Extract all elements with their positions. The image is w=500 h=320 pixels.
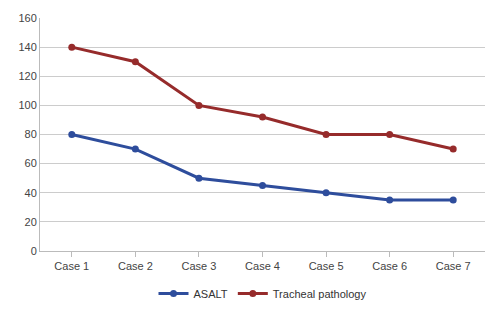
svg-text:Case 4: Case 4 [245, 260, 280, 272]
svg-text:60: 60 [25, 157, 37, 169]
svg-text:Case 2: Case 2 [118, 260, 153, 272]
svg-text:Case 7: Case 7 [436, 260, 471, 272]
svg-text:120: 120 [18, 70, 36, 82]
svg-text:ASALT: ASALT [194, 288, 228, 300]
svg-text:140: 140 [18, 41, 36, 53]
svg-text:160: 160 [18, 12, 36, 24]
svg-text:Case 1: Case 1 [54, 260, 89, 272]
svg-text:20: 20 [25, 216, 37, 228]
svg-text:100: 100 [18, 99, 36, 111]
svg-text:Case 5: Case 5 [309, 260, 344, 272]
svg-text:Tracheal pathology: Tracheal pathology [273, 288, 367, 300]
svg-text:80: 80 [25, 128, 37, 140]
svg-text:Case 6: Case 6 [372, 260, 407, 272]
svg-text:40: 40 [25, 187, 37, 199]
svg-text:0: 0 [31, 245, 37, 257]
svg-text:Case 3: Case 3 [182, 260, 217, 272]
